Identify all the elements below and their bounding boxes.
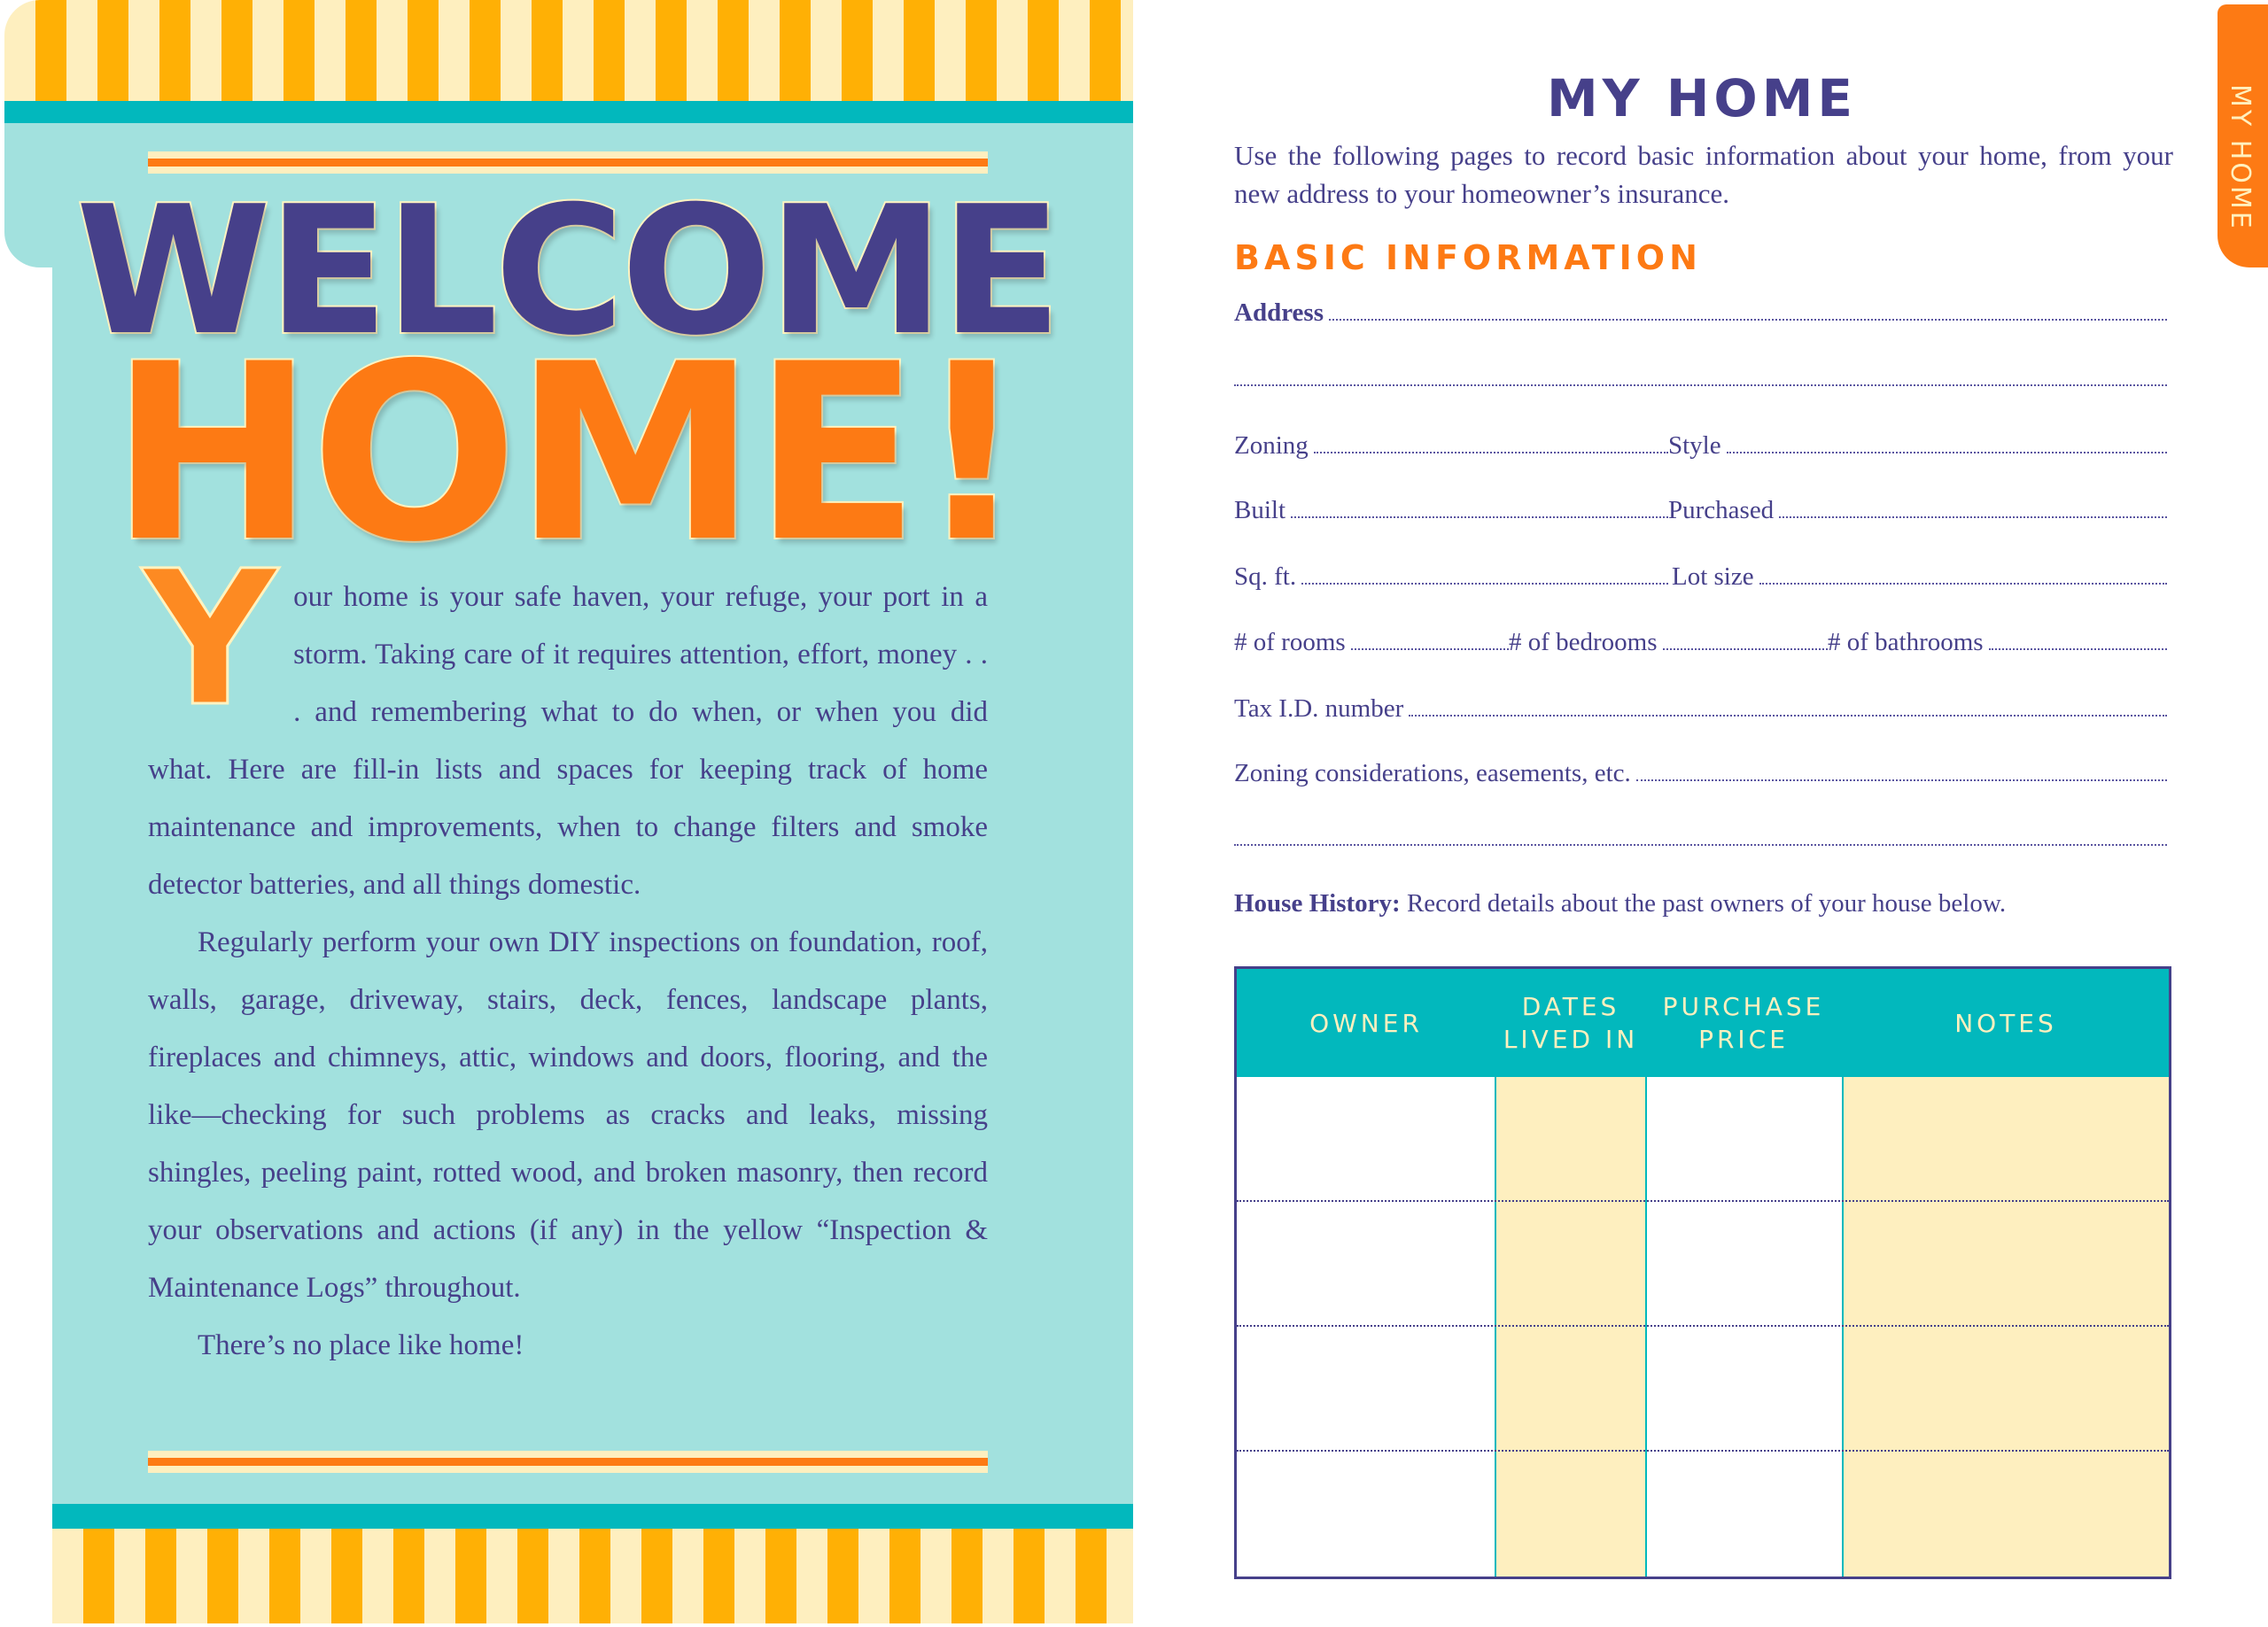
- tax-id-field[interactable]: [1409, 715, 2167, 717]
- rooms-field[interactable]: [1350, 648, 1509, 650]
- lot-size-row[interactable]: Lot size: [1672, 556, 2167, 592]
- address-field[interactable]: [1329, 319, 2167, 321]
- address-row-2[interactable]: [1234, 358, 2167, 393]
- welcome-panel: [52, 123, 1133, 1504]
- top-divider: [148, 151, 988, 174]
- zoning-considerations-field[interactable]: [1635, 779, 2167, 781]
- style-row[interactable]: Style: [1668, 425, 2167, 461]
- header-dates: DATES LIVED IN: [1503, 992, 1639, 1054]
- bottom-stripes: [52, 1529, 1133, 1623]
- purchased-field[interactable]: [1779, 516, 2167, 518]
- header-notes: NOTES: [1954, 1008, 2057, 1038]
- zoning-considerations-row-2[interactable]: [1234, 817, 2167, 853]
- table-row[interactable]: [1237, 1202, 2169, 1327]
- bathrooms-label: # of bathrooms: [1828, 628, 1984, 656]
- bathrooms-field[interactable]: [1988, 648, 2167, 650]
- bathrooms-row[interactable]: # of bathrooms: [1828, 622, 2167, 657]
- sqft-field[interactable]: [1301, 583, 1668, 585]
- bedrooms-row[interactable]: # of bedrooms: [1509, 622, 1828, 657]
- built-field[interactable]: [1291, 516, 1668, 518]
- bedrooms-field[interactable]: [1662, 648, 1828, 650]
- lot-size-label: Lot size: [1672, 562, 1754, 591]
- table-row[interactable]: [1237, 1077, 2169, 1202]
- style-field[interactable]: [1726, 452, 2167, 453]
- table-row[interactable]: [1237, 1327, 2169, 1452]
- section-title: BASIC INFORMATION: [1234, 238, 1702, 277]
- col-notes-bg: [1843, 1077, 2169, 1577]
- drop-cap: Y: [141, 531, 278, 748]
- zoning-field[interactable]: [1313, 452, 1668, 453]
- top-stripes: [4, 0, 1133, 101]
- zoning-considerations-label: Zoning considerations, easements, etc.: [1234, 759, 1631, 787]
- zoning-considerations-field-2[interactable]: [1234, 844, 2167, 846]
- intro-text: Use the following pages to record basic …: [1234, 140, 2173, 209]
- address-field-2[interactable]: [1234, 384, 2167, 386]
- col-divider: [1842, 1077, 1844, 1577]
- address-label: Address: [1234, 298, 1324, 327]
- sqft-row[interactable]: Sq. ft.: [1234, 556, 1668, 592]
- welcome-title: WELCOME: [74, 168, 1063, 375]
- home-title: HOME!: [109, 312, 1029, 595]
- header-price: PURCHASE PRICE: [1662, 992, 1825, 1054]
- table-row[interactable]: [1237, 1452, 2169, 1577]
- zoning-label: Zoning: [1234, 431, 1309, 460]
- bottom-divider: [148, 1451, 988, 1473]
- side-tab-label: MY HOME: [2225, 84, 2256, 231]
- zoning-considerations-row[interactable]: Zoning considerations, easements, etc.: [1234, 753, 2167, 788]
- purchased-label: Purchased: [1668, 496, 1775, 524]
- rooms-label: # of rooms: [1234, 628, 1346, 656]
- lot-size-field[interactable]: [1759, 583, 2167, 585]
- rooms-row[interactable]: # of rooms: [1234, 622, 1509, 657]
- style-label: Style: [1668, 431, 1721, 460]
- house-history-table: OWNER DATES LIVED IN PURCHASE PRICE NOTE…: [1234, 966, 2171, 1579]
- house-history: House History: Record details about the …: [1234, 889, 2006, 918]
- top-teal-band: [4, 101, 1133, 123]
- col-dates-bg: [1495, 1077, 1646, 1577]
- zoning-row[interactable]: Zoning: [1234, 425, 1668, 461]
- purchased-row[interactable]: Purchased: [1668, 490, 2167, 525]
- paragraph-1-text: our home is your safe haven, your refuge…: [148, 581, 988, 901]
- table-header: [1237, 969, 2169, 1077]
- col-divider: [1645, 1077, 1647, 1577]
- bottom-teal-band: [52, 1504, 1133, 1529]
- built-label: Built: [1234, 496, 1286, 524]
- header-owner: OWNER: [1309, 1008, 1423, 1038]
- page-title: MY HOME: [1546, 68, 1858, 128]
- side-tab[interactable]: MY HOME: [2218, 4, 2268, 267]
- address-row[interactable]: Address: [1234, 292, 2167, 328]
- tax-id-label: Tax I.D. number: [1234, 694, 1404, 723]
- house-history-label: House History:: [1234, 889, 1401, 918]
- bedrooms-label: # of bedrooms: [1509, 628, 1658, 656]
- col-divider: [1495, 1077, 1496, 1577]
- sqft-label: Sq. ft.: [1234, 562, 1297, 591]
- paragraph-2: Regularly perform your own DIY inspectio…: [148, 926, 988, 1304]
- built-row[interactable]: Built: [1234, 490, 1668, 525]
- paragraph-3: There’s no place like home!: [198, 1329, 524, 1361]
- house-history-text: Record details about the past owners of …: [1400, 889, 2007, 918]
- tax-id-row[interactable]: Tax I.D. number: [1234, 688, 2167, 724]
